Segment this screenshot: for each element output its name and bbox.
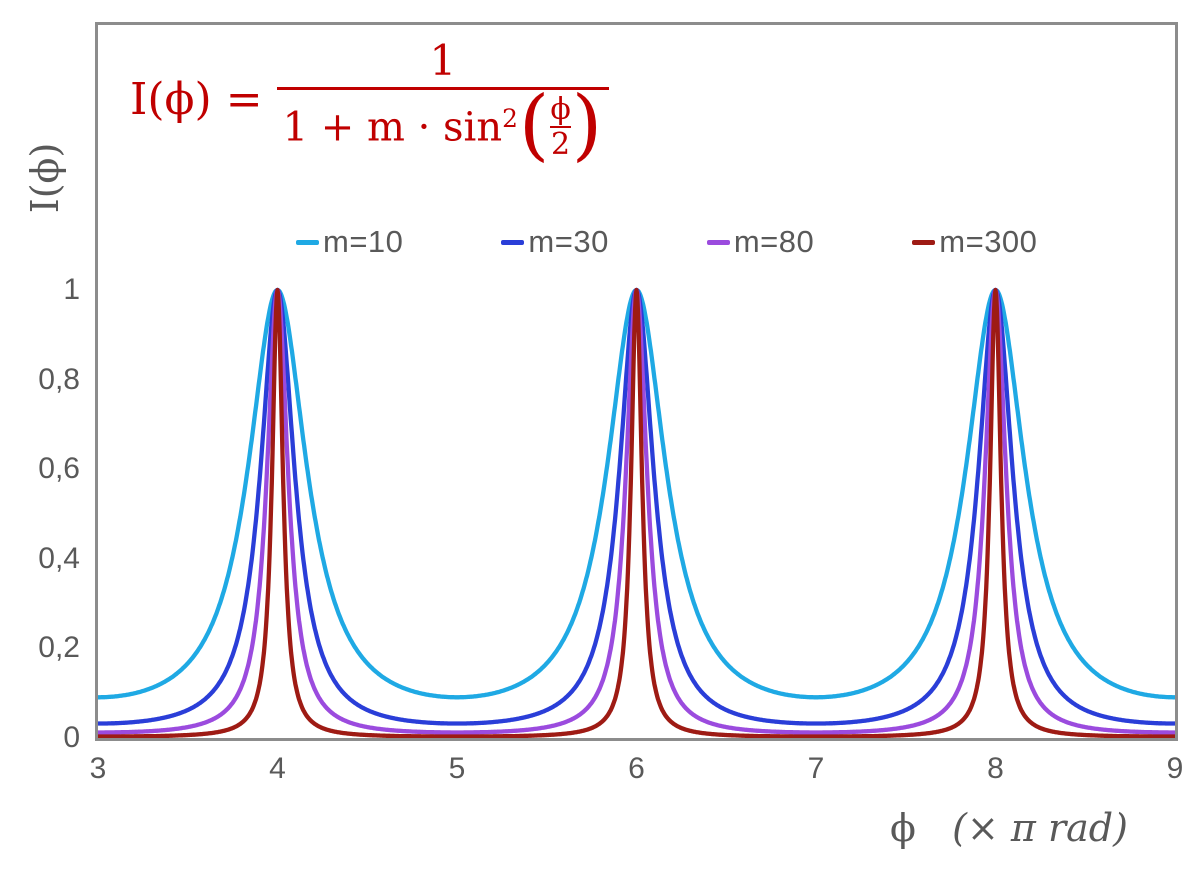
y-tick-label-0_4: 0,4 bbox=[38, 541, 80, 575]
legend-label: m=30 bbox=[528, 224, 609, 259]
legend-dash-icon bbox=[706, 239, 730, 245]
formula-fraction: 1 1 + m · sin2 ( ϕ 2 ) bbox=[276, 36, 610, 170]
curve-m30 bbox=[98, 287, 1175, 726]
x-tick-label-3: 3 bbox=[89, 752, 107, 785]
inner-fraction: ϕ 2 bbox=[550, 91, 571, 163]
curve-m80 bbox=[98, 287, 1175, 735]
legend-label: m=10 bbox=[323, 224, 404, 259]
close-paren: ) bbox=[571, 80, 603, 170]
open-paren: ( bbox=[518, 80, 550, 170]
x-axis-title: ϕ (× π rad) bbox=[890, 806, 1128, 850]
y-tick-label-0_6: 0,6 bbox=[38, 452, 80, 486]
legend-dash-icon bbox=[912, 239, 936, 245]
x-tick-label-6: 6 bbox=[628, 752, 645, 785]
curve-m300 bbox=[98, 287, 1175, 738]
formula-numerator: 1 bbox=[429, 36, 457, 85]
y-tick-label-1: 1 bbox=[63, 273, 80, 306]
x-axis-title-units: (× π rad) bbox=[952, 806, 1128, 850]
x-axis-title-phi: ϕ bbox=[890, 806, 916, 850]
x-tick-label-4: 4 bbox=[269, 752, 286, 785]
legend-item-m10[interactable]: m=10 bbox=[296, 224, 403, 260]
formula-denominator: 1 + m · sin2 ( ϕ 2 ) bbox=[277, 80, 610, 170]
denominator-text: 1 + m · sin2 bbox=[282, 103, 518, 151]
legend: m=10 m=30 m=80 m=300 bbox=[296, 224, 1037, 260]
inner-numerator: ϕ bbox=[550, 91, 571, 127]
legend-item-m30[interactable]: m=30 bbox=[501, 224, 608, 260]
y-tick-label-0_2: 0,2 bbox=[38, 631, 80, 665]
plot-area bbox=[95, 22, 1178, 741]
fraction-bar bbox=[276, 87, 610, 90]
legend-item-m300[interactable]: m=300 bbox=[912, 224, 1037, 260]
y-tick-label-0_8: 0,8 bbox=[38, 362, 80, 396]
legend-label: m=80 bbox=[733, 224, 815, 259]
x-tick-label-5: 5 bbox=[448, 752, 466, 785]
formula-annotation: I(ϕ) = 1 1 + m · sin2 ( ϕ 2 ) bbox=[130, 36, 610, 170]
x-tick-label-7: 7 bbox=[807, 752, 825, 785]
legend-dash-icon bbox=[501, 239, 525, 245]
x-tick-label-8: 8 bbox=[987, 752, 1004, 785]
inner-fraction-bar bbox=[550, 126, 571, 129]
legend-item-m80[interactable]: m=80 bbox=[706, 224, 815, 260]
legend-dash-icon bbox=[296, 239, 319, 245]
inner-denominator: 2 bbox=[551, 127, 571, 163]
formula-lhs: I(ϕ) = bbox=[130, 73, 263, 125]
x-tick-label-9: 9 bbox=[1166, 752, 1184, 785]
y-axis-title: I(ϕ) bbox=[23, 142, 67, 214]
legend-label: m=300 bbox=[939, 224, 1038, 259]
y-tick-label-0: 0 bbox=[63, 721, 80, 754]
plot-svg bbox=[98, 287, 1175, 738]
sin-exponent: 2 bbox=[502, 103, 518, 133]
